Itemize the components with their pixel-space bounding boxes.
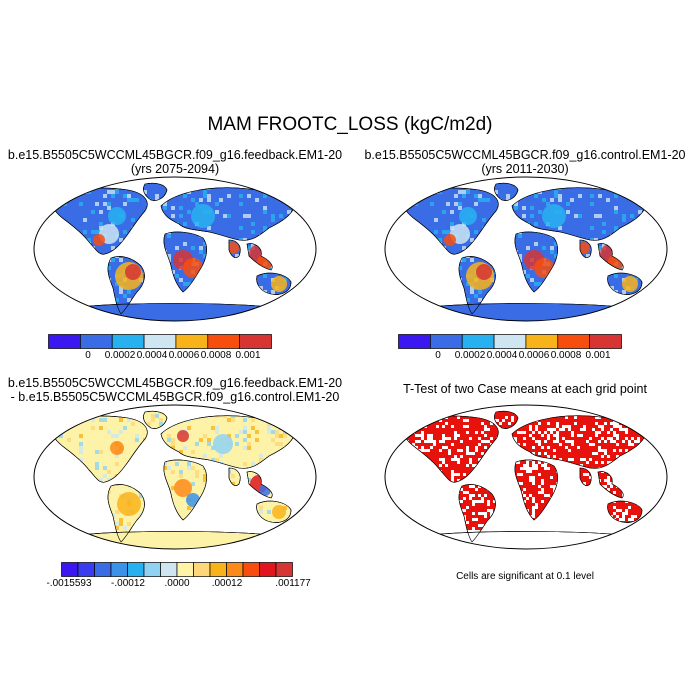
colorbar-swatch	[77, 562, 95, 577]
ttest-map	[384, 404, 668, 550]
control-title-line1: b.e15.B5505C5WCCML45BGCR.f09_g16.control…	[364, 148, 686, 162]
map-border	[384, 176, 668, 322]
cb-label: 0.0002	[104, 350, 136, 361]
difference-map	[33, 404, 317, 550]
cb-label: 0	[435, 350, 441, 361]
landmass-antarctica	[72, 531, 280, 549]
colorbar-swatch	[209, 562, 227, 577]
colorbar-swatch	[176, 562, 194, 577]
cb-label: -.0015593	[46, 578, 92, 589]
colorbar-swatch	[242, 562, 260, 577]
cb-label: 0.0006	[518, 350, 550, 361]
feedback-colorbar-labels: 0 0.0002 0.0004 0.0006 0.0008 0.001	[48, 350, 272, 364]
colorbar-swatch	[557, 334, 590, 349]
difference-title-line2: - b.e15.B5505C5WCCML45BGCR.f09_g16.contr…	[10, 390, 340, 404]
difference-colorbar	[61, 562, 293, 577]
colorbar-swatch	[239, 334, 272, 349]
colorbar-swatch	[226, 562, 244, 577]
map-border	[384, 404, 668, 550]
control-colorbar-labels: 0 0.0002 0.0004 0.0006 0.0008 0.001	[398, 350, 622, 364]
control-title-line2: (yrs 2011-2030)	[481, 162, 569, 176]
colorbar-swatch	[110, 562, 128, 577]
landmass-antarctica	[423, 303, 631, 321]
control-colorbar	[398, 334, 622, 349]
colorbar-swatch	[430, 334, 463, 349]
colorbar-swatch	[525, 334, 559, 349]
significance-note: Cells are significant at 0.1 level	[456, 571, 594, 582]
feedback-map	[33, 176, 317, 322]
colorbar-swatch	[207, 334, 240, 349]
cb-label: 0.0004	[136, 350, 168, 361]
cb-label: 0.001	[235, 350, 261, 361]
feedback-panel-title: b.e15.B5505C5WCCML45BGCR.f09_g16.feedbac…	[0, 148, 350, 176]
colorbar-swatch	[143, 562, 161, 577]
landmass-antarctica	[423, 531, 631, 549]
landmass-antarctica	[72, 303, 280, 321]
colorbar-swatch	[275, 562, 293, 577]
map-border	[33, 404, 317, 550]
control-panel-title: b.e15.B5505C5WCCML45BGCR.f09_g16.control…	[350, 148, 700, 176]
cb-label: 0.0002	[454, 350, 486, 361]
main-title: MAM FROOTC_LOSS (kgC/m2d)	[207, 114, 493, 135]
cb-label: .00012	[211, 578, 243, 589]
colorbar-swatch	[175, 334, 209, 349]
feedback-title-line1: b.e15.B5505C5WCCML45BGCR.f09_g16.feedbac…	[7, 148, 343, 162]
colorbar-swatch	[127, 562, 145, 577]
cb-label: 0.0008	[550, 350, 582, 361]
colorbar-swatch	[143, 334, 177, 349]
cb-label: -.00012	[111, 578, 145, 589]
difference-panel-title: b.e15.B5505C5WCCML45BGCR.f09_g16.feedbac…	[0, 376, 350, 404]
feedback-colorbar	[48, 334, 272, 349]
cb-label: 0	[85, 350, 91, 361]
feedback-title-line2: (yrs 2075-2094)	[130, 162, 220, 176]
colorbar-swatch	[193, 562, 211, 577]
colorbar-swatch	[160, 562, 178, 577]
difference-title-line1: b.e15.B5505C5WCCML45BGCR.f09_g16.feedbac…	[7, 376, 343, 390]
colorbar-swatch	[493, 334, 527, 349]
colorbar-swatch	[80, 334, 113, 349]
map-border	[33, 176, 317, 322]
colorbar-swatch	[461, 334, 495, 349]
colorbar-swatch	[94, 562, 112, 577]
cb-label: .001177	[275, 578, 311, 589]
cb-label: 0.0004	[486, 350, 518, 361]
cb-label: 0.001	[585, 350, 611, 361]
colorbar-swatch	[259, 562, 277, 577]
colorbar-swatch	[589, 334, 622, 349]
cb-label: 0.0006	[168, 350, 200, 361]
colorbar-swatch	[398, 334, 431, 349]
cb-label: .0000	[164, 578, 190, 589]
control-map	[384, 176, 668, 322]
colorbar-swatch	[48, 334, 81, 349]
difference-colorbar-labels: -.0015593 -.00012 .0000 .00012 .001177	[46, 578, 310, 592]
ttest-panel-title: T-Test of two Case means at each grid po…	[403, 382, 647, 396]
colorbar-swatch	[61, 562, 79, 577]
cb-label: 0.0008	[200, 350, 232, 361]
colorbar-swatch	[111, 334, 145, 349]
